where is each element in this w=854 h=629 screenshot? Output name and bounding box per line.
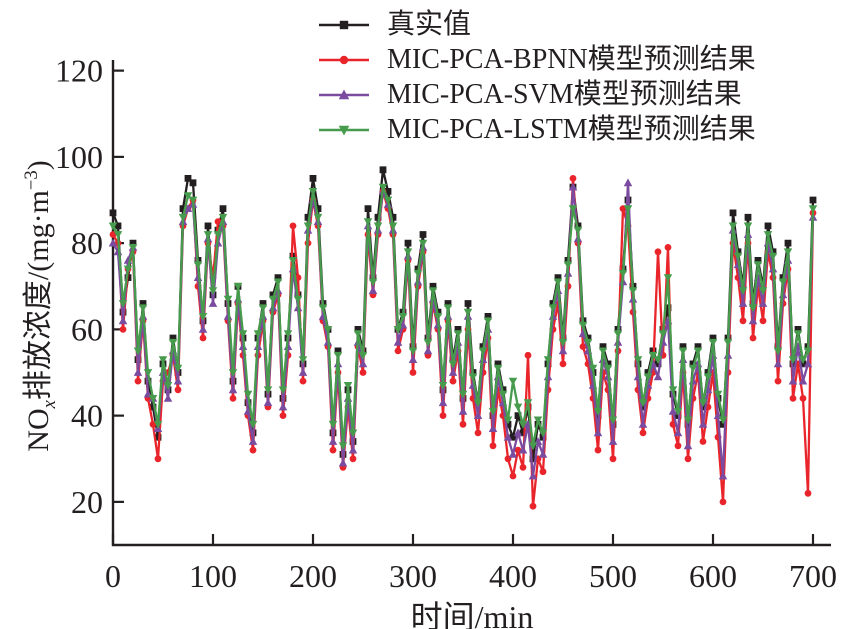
series-line [112, 177, 815, 508]
legend-label-svm: MIC-PCA-SVM模型预测结果 [387, 78, 742, 110]
series-1 [109, 175, 817, 510]
series-2 [108, 178, 818, 480]
legend-label-bpnn: MIC-PCA-BPNN模型预测结果 [387, 43, 756, 75]
legend-marker [338, 125, 350, 135]
series-3 [108, 183, 818, 451]
y-tick-label: 100 [55, 139, 103, 175]
y-tick-label: 40 [71, 398, 103, 434]
legend-sample-true-square-icon [319, 20, 369, 29]
legend-sample-bpnn-circle-icon [319, 55, 369, 64]
legend-label-lstm: MIC-PCA-LSTM模型预测结果 [387, 113, 756, 145]
legend-item-lstm: MIC-PCA-LSTM模型预测结果 [318, 112, 756, 147]
legend-label-true: 真实值 [387, 8, 472, 40]
series-markers [109, 175, 817, 510]
y-tick-label: 60 [71, 311, 103, 347]
series-markers [108, 183, 818, 451]
legend: 真实值 MIC-PCA-BPNN模型预测结果 MIC-PCA-SVM模型预测结果… [318, 7, 756, 147]
x-tick-label: 500 [589, 558, 637, 594]
x-tick-label: 700 [789, 558, 837, 594]
y-tick-label: 80 [71, 225, 103, 261]
x-tick-label: 600 [689, 558, 737, 594]
y-axis-title-base: NO [22, 408, 55, 452]
y-axis-title-close: ) [22, 160, 55, 171]
legend-marker [339, 55, 349, 64]
legend-marker [338, 89, 350, 99]
y-axis-title: NOx排放浓度/(mg·m−3) [13, 91, 60, 521]
x-tick-label: 200 [289, 558, 337, 594]
legend-item-bpnn: MIC-PCA-BPNN模型预测结果 [318, 42, 756, 77]
legend-item-svm: MIC-PCA-SVM模型预测结果 [318, 77, 756, 112]
legend-sample-svm-triangle-up-icon [319, 89, 369, 99]
legend-sample-lstm-triangle-down-icon [319, 125, 369, 135]
x-axis-title: 时间/min [410, 599, 534, 629]
y-axis-title-sup: −3 [21, 170, 42, 191]
y-axis-title-mid: 排放浓度/(mg·m [22, 190, 55, 401]
legend-marker [339, 20, 349, 29]
y-tick-label: 20 [71, 484, 103, 520]
y-tick-label: 120 [55, 53, 103, 89]
x-tick-label: 0 [105, 558, 121, 594]
legend-item-true: 真实值 [318, 7, 756, 42]
x-tick-label: 400 [489, 558, 537, 594]
x-tick-label: 300 [389, 558, 437, 594]
series-markers [108, 178, 818, 480]
y-axis-title-sub: x [39, 400, 60, 409]
x-tick-label: 100 [189, 558, 237, 594]
